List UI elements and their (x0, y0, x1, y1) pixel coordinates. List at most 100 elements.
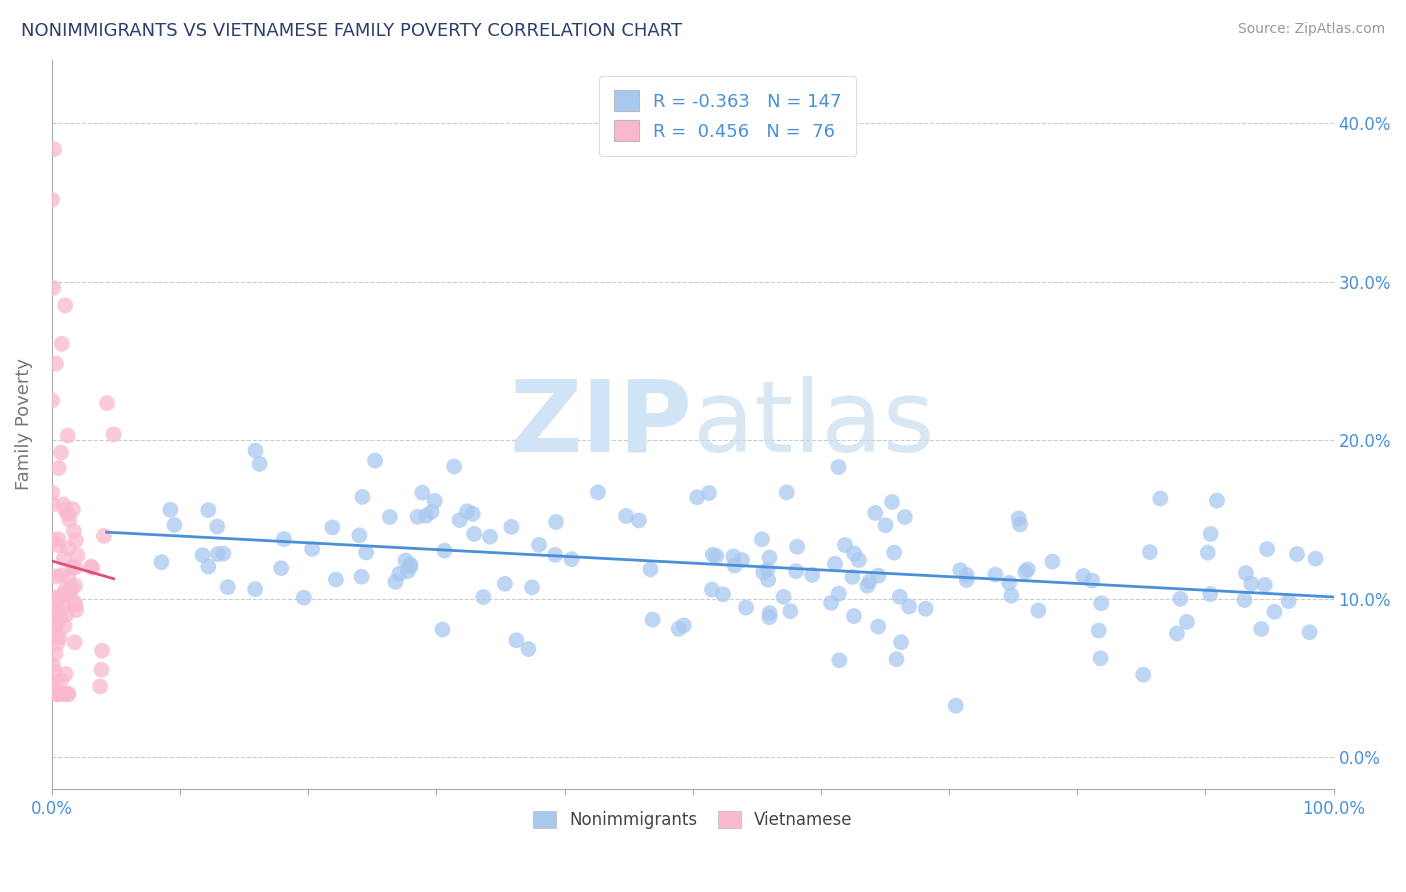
Point (53, 503, 76, 517)
Point (527, 538, 550, 552)
Point (63, 579, 86, 593)
Point (45, 357, 67, 371)
Point (1250, 622, 1272, 636)
Point (834, 538, 856, 552)
Point (66, 549, 89, 563)
Point (56, 541, 79, 555)
Point (103, 427, 125, 442)
Point (63, 595, 86, 609)
Point (207, 547, 229, 561)
Point (883, 546, 905, 560)
Point (1000, 589, 1022, 603)
Point (44, 603, 66, 617)
Point (841, 570, 863, 584)
Point (1168, 591, 1191, 606)
Point (415, 508, 437, 523)
Point (1028, 603, 1050, 617)
Point (1149, 491, 1171, 506)
Point (560, 552, 582, 566)
Point (955, 567, 977, 582)
Point (1008, 511, 1031, 525)
Point (898, 599, 921, 614)
Point (1256, 542, 1278, 557)
Point (55, 607, 77, 622)
Point (889, 590, 911, 604)
Point (41, 497, 63, 511)
Point (55, 667, 77, 681)
Point (420, 505, 443, 519)
Point (56, 687, 79, 701)
Legend: Nonimmigrants, Vietnamese: Nonimmigrants, Vietnamese (526, 804, 859, 836)
Point (1199, 587, 1222, 601)
Point (586, 485, 609, 500)
Point (875, 518, 897, 533)
Point (1132, 667, 1154, 681)
Point (479, 530, 502, 544)
Point (820, 596, 842, 610)
Point (842, 609, 865, 624)
Point (1073, 569, 1095, 583)
Point (1081, 574, 1104, 588)
Point (1010, 517, 1032, 532)
Point (396, 564, 419, 578)
Point (44, 616, 66, 631)
Point (52, 588, 75, 602)
Text: NONIMMIGRANTS VS VIETNAMESE FAMILY POVERTY CORRELATION CHART: NONIMMIGRANTS VS VIETNAMESE FAMILY POVER… (21, 22, 682, 40)
Point (411, 485, 433, 500)
Point (59, 584, 82, 599)
Point (785, 564, 807, 578)
Point (752, 566, 775, 580)
Point (41, 533, 63, 547)
Point (824, 557, 846, 571)
Point (42, 281, 65, 295)
Point (41, 602, 63, 616)
Point (1139, 545, 1161, 559)
Point (432, 623, 454, 637)
Point (91, 643, 114, 657)
Point (956, 573, 979, 587)
Point (949, 563, 972, 577)
Point (776, 485, 799, 500)
Point (325, 573, 347, 587)
Point (41, 393, 63, 408)
Point (463, 527, 485, 541)
Point (544, 515, 567, 529)
Point (772, 590, 794, 604)
Point (207, 519, 229, 533)
Point (1090, 596, 1112, 610)
Point (51, 568, 73, 582)
Point (56, 507, 79, 521)
Point (779, 604, 801, 618)
Point (1042, 555, 1064, 569)
Point (52, 497, 75, 511)
Point (352, 490, 374, 504)
Point (378, 510, 401, 524)
Point (273, 532, 295, 546)
Point (724, 558, 747, 573)
Point (1175, 615, 1198, 629)
Point (45, 687, 67, 701)
Point (56, 428, 79, 442)
Point (65, 533, 87, 548)
Point (53, 298, 76, 312)
Point (1017, 562, 1039, 576)
Point (321, 520, 343, 534)
Point (48, 461, 70, 475)
Point (433, 543, 456, 558)
Point (641, 613, 664, 627)
Point (62, 502, 84, 516)
Point (197, 503, 219, 517)
Point (53, 619, 76, 633)
Point (751, 533, 773, 547)
Point (443, 459, 465, 474)
Text: atlas: atlas (693, 376, 935, 473)
Point (472, 590, 495, 604)
Point (880, 495, 903, 509)
Point (1199, 527, 1222, 541)
Point (354, 545, 377, 559)
Point (93, 529, 115, 543)
Point (856, 579, 879, 593)
Point (672, 618, 695, 632)
Point (711, 587, 734, 601)
Point (42, 142, 65, 156)
